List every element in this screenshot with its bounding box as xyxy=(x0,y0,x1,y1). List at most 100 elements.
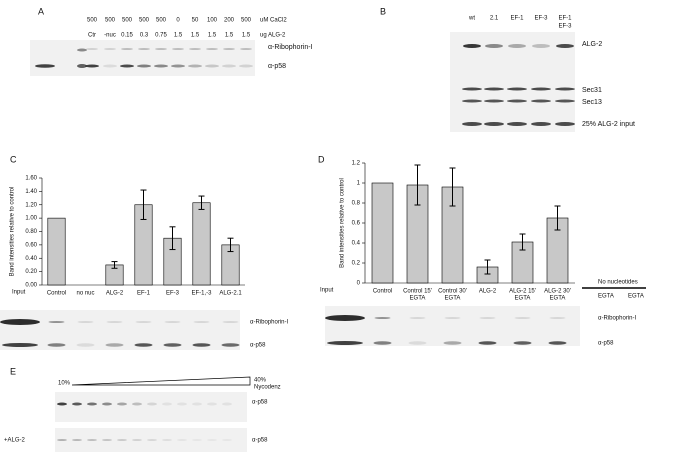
y-axis-label: Band intensities relative to control xyxy=(10,187,16,277)
gradient-high: 40% xyxy=(254,378,267,384)
band xyxy=(531,122,551,126)
band xyxy=(507,122,527,126)
band xyxy=(532,44,550,48)
band xyxy=(35,64,55,68)
band xyxy=(117,439,127,441)
band xyxy=(48,321,65,323)
lane-label: 1.5 xyxy=(208,33,217,39)
lane-label: 50 xyxy=(192,18,199,24)
band xyxy=(531,87,551,91)
band xyxy=(155,48,167,50)
y-tick-label: 1 xyxy=(357,181,361,187)
band xyxy=(507,99,527,103)
lane-label: EF-3 xyxy=(558,24,572,30)
x-tick-label: EF-3 xyxy=(166,291,180,297)
band xyxy=(444,317,461,319)
band xyxy=(327,341,363,345)
band xyxy=(549,317,566,319)
x-tick-label: ALG-2 xyxy=(106,291,124,297)
band xyxy=(514,317,531,319)
band-label: α-p58 xyxy=(250,343,266,349)
x-tick-label: ALG-2 30' xyxy=(544,289,571,295)
band xyxy=(138,48,150,50)
blot xyxy=(55,392,247,422)
band xyxy=(484,99,504,103)
band xyxy=(57,402,67,406)
band xyxy=(239,64,253,68)
x-tick-label: Control 15' xyxy=(403,289,432,295)
band xyxy=(222,439,232,441)
band xyxy=(76,343,95,347)
blot xyxy=(30,40,255,76)
band-label: Sec13 xyxy=(582,99,602,106)
lane-label: EF-1 xyxy=(558,16,572,22)
band-label: α-Ribophorin-I xyxy=(598,316,636,322)
x-tick-label: ALG-2 xyxy=(479,289,497,295)
lane-label: -nuc xyxy=(104,33,116,39)
band xyxy=(2,343,38,347)
x-tick-label: ALG-2.1 xyxy=(219,291,242,297)
y-tick-label: 0.2 xyxy=(352,261,361,267)
band xyxy=(240,48,252,50)
band xyxy=(47,343,66,347)
band xyxy=(154,64,168,68)
lane-label: 0.15 xyxy=(121,33,133,39)
band xyxy=(171,64,185,68)
band xyxy=(206,48,218,50)
band xyxy=(172,48,184,50)
band xyxy=(132,439,142,441)
band xyxy=(132,402,142,406)
y-tick-label: 1.2 xyxy=(352,161,361,167)
y-tick-label: 1.60 xyxy=(25,176,37,182)
band xyxy=(222,402,232,406)
band xyxy=(103,64,117,68)
band xyxy=(106,321,123,323)
lane-label: 0.75 xyxy=(155,33,167,39)
band xyxy=(85,64,99,68)
y-tick-label: 0.4 xyxy=(352,241,361,247)
band xyxy=(117,402,127,406)
band xyxy=(548,341,567,345)
band xyxy=(121,48,133,50)
y-tick-label: 0.00 xyxy=(25,283,37,289)
band xyxy=(555,99,575,103)
band xyxy=(325,315,365,321)
band xyxy=(162,402,172,406)
x-tick-label: no nuc xyxy=(76,291,94,297)
x-tick-sublabel: EGTA xyxy=(445,296,461,302)
band xyxy=(102,402,112,406)
lane-label: 500 xyxy=(105,18,116,24)
band xyxy=(513,341,532,345)
band xyxy=(443,341,462,345)
input-label: Input xyxy=(320,288,334,294)
x-tick-label: ALG-2 15' xyxy=(509,289,536,295)
x-tick-sublabel: EGTA xyxy=(550,296,566,302)
y-axis-label: Band intensities relative to control xyxy=(340,178,346,268)
band xyxy=(189,48,201,50)
band xyxy=(207,439,217,441)
band xyxy=(105,343,124,347)
band xyxy=(462,122,482,126)
band xyxy=(484,122,504,126)
band xyxy=(134,343,153,347)
band xyxy=(485,44,503,48)
band xyxy=(57,439,67,441)
panel-letter: A xyxy=(38,6,44,16)
band xyxy=(555,122,575,126)
gradient-unit: Nycodenz xyxy=(254,385,281,391)
band xyxy=(221,343,240,347)
panel-letter: D xyxy=(318,154,325,164)
band xyxy=(205,64,219,68)
band xyxy=(507,87,527,91)
y-tick-label: 0.6 xyxy=(352,221,361,227)
band xyxy=(188,64,202,68)
band xyxy=(373,341,392,345)
y-tick-label: 0.20 xyxy=(25,269,37,275)
gradient-wedge xyxy=(71,376,251,386)
band xyxy=(462,87,482,91)
x-tick-label: EF-1 xyxy=(137,291,151,297)
blot xyxy=(325,306,580,346)
band xyxy=(0,319,40,325)
band xyxy=(207,402,217,406)
